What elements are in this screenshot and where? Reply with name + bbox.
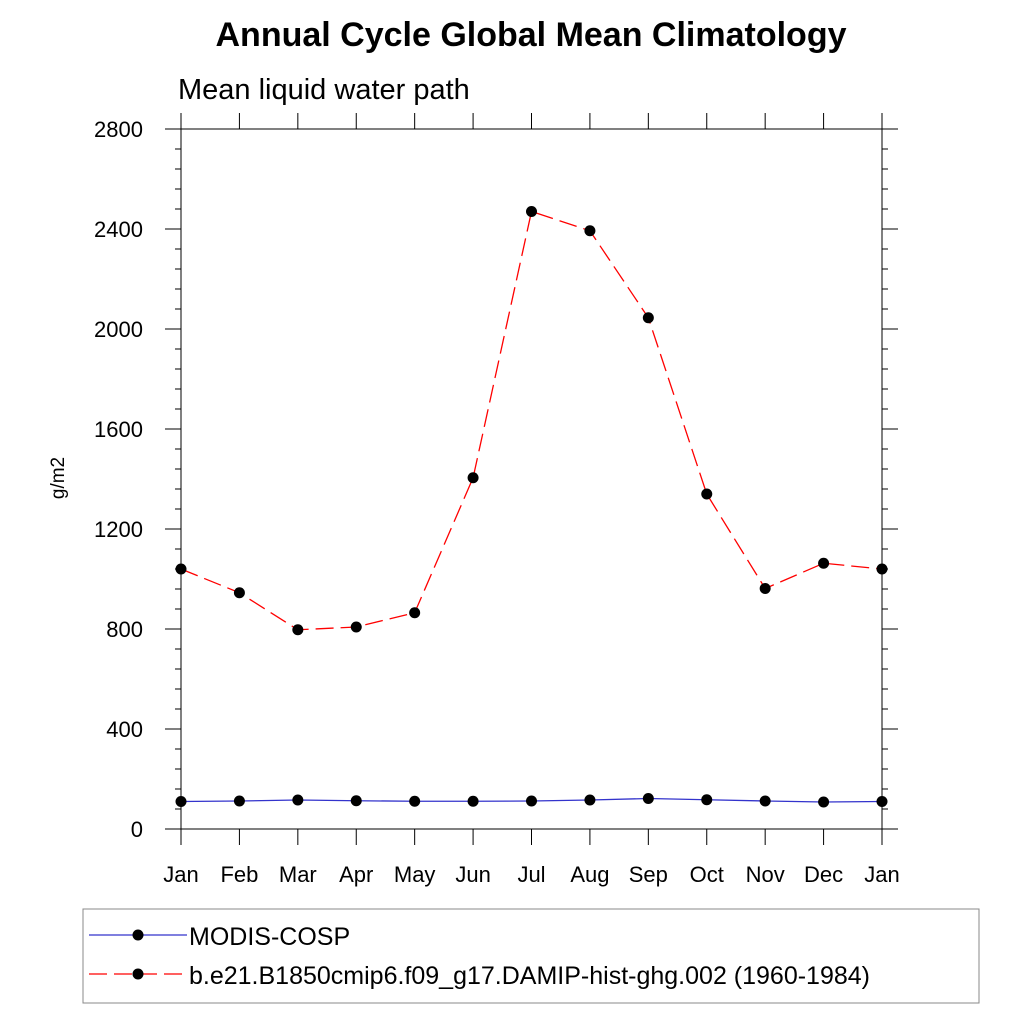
x-tick-label: Jan bbox=[163, 862, 198, 887]
legend-marker bbox=[132, 968, 144, 980]
legend-label-model: b.e21.B1850cmip6.f09_g17.DAMIP-hist-ghg.… bbox=[189, 962, 870, 990]
data-point bbox=[467, 795, 479, 807]
x-tick-label: Feb bbox=[220, 862, 258, 887]
data-point bbox=[409, 795, 421, 807]
x-tick-label: Jan bbox=[864, 862, 899, 887]
x-tick-label: Apr bbox=[339, 862, 373, 887]
data-point bbox=[701, 488, 713, 500]
data-point bbox=[818, 557, 830, 569]
major-ticks bbox=[165, 113, 898, 845]
legend-entries bbox=[89, 929, 187, 980]
y-tick-label: 400 bbox=[106, 717, 143, 742]
y-axis-label: g/m2 bbox=[48, 457, 69, 499]
y-tick-label: 1200 bbox=[94, 517, 143, 542]
legend: MODIS-COSP b.e21.B1850cmip6.f09_g17.DAMI… bbox=[82, 908, 980, 1004]
data-point bbox=[584, 225, 596, 237]
data-point bbox=[701, 794, 713, 806]
data-point bbox=[467, 472, 479, 484]
legend-box bbox=[82, 908, 980, 1004]
series-layer bbox=[175, 206, 888, 808]
data-point bbox=[642, 312, 654, 324]
series-line-1 bbox=[180, 210, 883, 631]
data-point bbox=[759, 795, 771, 807]
data-point bbox=[526, 206, 537, 217]
x-tick-label: Oct bbox=[690, 862, 724, 887]
data-point bbox=[233, 795, 245, 807]
x-tick-label: Mar bbox=[279, 862, 317, 887]
x-tick-label: May bbox=[394, 862, 436, 887]
y-tick-label: 2400 bbox=[94, 217, 143, 242]
legend-label-modis: MODIS-COSP bbox=[189, 923, 350, 951]
y-tick-labels: 0 400 800 1200 1600 2000 2400 2800 bbox=[94, 117, 143, 842]
data-point bbox=[409, 607, 421, 619]
data-point bbox=[233, 587, 245, 599]
y-tick-label: 2000 bbox=[94, 317, 143, 342]
minor-ticks bbox=[175, 148, 888, 810]
x-tick-label: Aug bbox=[570, 862, 609, 887]
y-tick-label: 1600 bbox=[94, 417, 143, 442]
x-tick-labels: Jan Feb Mar Apr May Jun Jul Aug Sep Oct Nov Dec Jan bbox=[163, 862, 899, 887]
y-tick-label: 2800 bbox=[94, 117, 143, 142]
data-point bbox=[292, 794, 304, 806]
x-tick-label: Sep bbox=[629, 862, 668, 887]
x-tick-label: Jun bbox=[455, 862, 490, 887]
data-point bbox=[350, 795, 362, 807]
chart-subtitle: Mean liquid water path bbox=[178, 74, 470, 106]
data-point bbox=[292, 624, 304, 636]
legend-marker bbox=[132, 929, 144, 941]
chart-title: Annual Cycle Global Mean Climatology bbox=[216, 16, 847, 54]
data-point bbox=[818, 796, 830, 808]
x-tick-label: Nov bbox=[746, 862, 785, 887]
data-point bbox=[526, 795, 537, 807]
x-tick-label: Jul bbox=[517, 862, 545, 887]
y-tick-label: 0 bbox=[131, 817, 143, 842]
data-point bbox=[759, 583, 771, 594]
data-point bbox=[350, 621, 362, 633]
data-point bbox=[642, 793, 654, 804]
data-point bbox=[584, 794, 596, 806]
x-tick-label: Dec bbox=[804, 862, 843, 887]
y-tick-label: 800 bbox=[106, 617, 143, 642]
plot-frame bbox=[180, 128, 883, 830]
